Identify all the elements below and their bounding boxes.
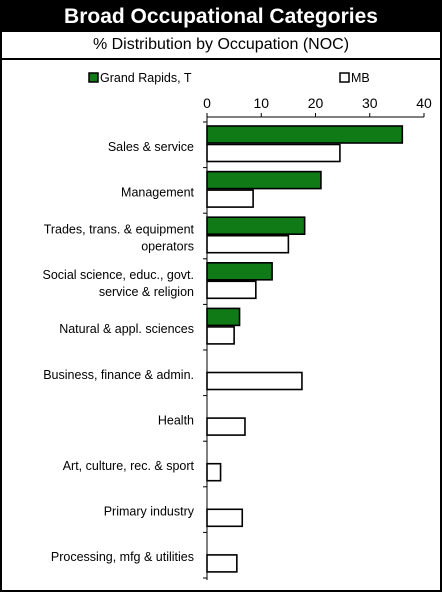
x-tick-label: 40 (416, 95, 432, 111)
bar-mb (206, 326, 235, 345)
chart-subtitle: % Distribution by Occupation (NOC) (2, 32, 440, 60)
bar-mb (206, 554, 238, 573)
bar-mb (206, 280, 257, 300)
category-label: Natural & appl. sciences (59, 322, 194, 336)
bar-grand-rapids (206, 261, 273, 281)
x-axis: 0 10 20 30 40 (203, 95, 432, 580)
x-tick-label: 30 (362, 95, 378, 111)
category-label: Primary industry (104, 505, 195, 519)
bar-mb (206, 508, 244, 528)
category-label: Business, finance & admin. (43, 368, 194, 382)
bar-mb (206, 234, 290, 254)
legend-swatch-1 (88, 72, 99, 83)
category-label: Processing, mfg & utilities (51, 550, 194, 564)
bar-grand-rapids (206, 216, 306, 235)
category-label: Trades, trans. & equipment operators (44, 223, 195, 254)
bar-mb (206, 143, 341, 163)
x-tick-label: 10 (253, 95, 269, 111)
category-label: Sales & service (108, 140, 194, 154)
legend-swatch-2 (339, 72, 350, 83)
x-tick-label: 20 (308, 95, 324, 111)
bars (206, 125, 404, 573)
bar-grand-rapids (206, 125, 404, 144)
category-label: Social science, educ., govt. service & re… (43, 268, 195, 299)
category-label: Management (121, 185, 194, 199)
bar-grand-rapids (206, 307, 241, 327)
bar-mb (206, 371, 303, 391)
legend: Grand Rapids, T MB (88, 71, 370, 85)
category-label: Health (158, 413, 194, 427)
x-tick-label: 0 (203, 95, 211, 111)
bar-grand-rapids (206, 170, 322, 190)
bar-mb (206, 189, 254, 208)
legend-label-1: Grand Rapids, T (100, 71, 192, 85)
category-label: Art, culture, rec. & sport (63, 459, 195, 473)
chart-title: Broad Occupational Categories (2, 2, 440, 32)
bar-mb (206, 462, 222, 482)
category-labels: Sales & service Management Trades, trans. … (43, 140, 195, 564)
bar-mb (206, 417, 246, 436)
legend-label-2: MB (351, 71, 370, 85)
